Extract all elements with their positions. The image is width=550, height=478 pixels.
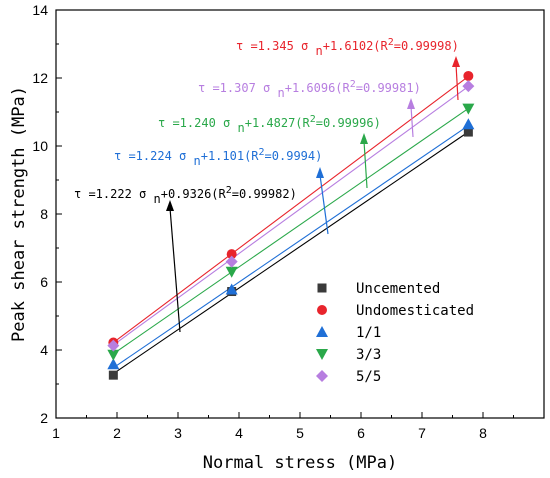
data-point	[317, 283, 327, 293]
equation-label: τ =1.224 σ n+1.101(R2=0.9994)	[114, 147, 322, 168]
y-tick-label: 8	[40, 206, 48, 222]
equation-annotations: τ =1.222 σ n+0.9326(R2=0.99982) τ =1.345 …	[74, 37, 460, 333]
x-tick-label: 2	[113, 425, 121, 441]
x-tick-label: 7	[418, 425, 426, 441]
data-point	[225, 283, 238, 295]
data-point	[108, 370, 118, 380]
legend-label: Undomesticated	[356, 303, 474, 319]
x-tick-label: 5	[296, 425, 304, 441]
data-point	[317, 305, 327, 315]
equation-arrow	[410, 105, 414, 138]
equation-label: τ =1.240 σ n+1.4827(R2=0.99996)	[158, 114, 381, 135]
data-point	[107, 349, 120, 361]
data-markers	[107, 70, 475, 380]
legend: Uncemented Undomesticated 1/1 3/3 5/5	[316, 281, 474, 385]
legend-label: 1/1	[356, 325, 381, 341]
fit-line	[113, 85, 469, 346]
equation-label: τ =1.345 σ n+1.6102(R2=0.99998)	[236, 37, 459, 58]
data-point	[316, 370, 328, 382]
data-point	[462, 118, 475, 130]
equation-arrow	[319, 174, 329, 235]
equation-arrowhead	[407, 98, 415, 109]
fit-line	[113, 131, 469, 375]
y-tick-label: 10	[32, 138, 48, 154]
equation-arrow	[363, 140, 368, 189]
equation-arrow	[169, 207, 181, 333]
equation-arrowhead	[452, 56, 460, 67]
x-tick-label: 4	[235, 425, 243, 441]
data-point	[462, 103, 475, 115]
data-point	[463, 70, 474, 81]
y-tick-label: 2	[40, 410, 48, 426]
equation-arrowhead	[360, 133, 368, 144]
legend-label: Uncemented	[356, 281, 440, 297]
data-point	[107, 339, 120, 352]
data-point	[316, 349, 328, 360]
data-point	[226, 249, 237, 260]
plot-frame	[55, 9, 545, 419]
y-tick-label: 14	[32, 2, 48, 18]
fit-line	[113, 125, 469, 369]
y-tick-label: 4	[40, 342, 48, 358]
legend-label: 3/3	[356, 347, 381, 363]
x-tick-label: 6	[357, 425, 365, 441]
data-point	[107, 358, 120, 370]
equation-arrowhead	[316, 167, 324, 178]
legend-label: 5/5	[356, 369, 381, 385]
x-tick-label: 1	[52, 425, 60, 441]
data-point	[225, 255, 238, 268]
fit-line	[113, 107, 469, 355]
y-axis-label: Peak shear strength (MPa)	[9, 86, 29, 342]
y-tick-label: 6	[40, 274, 48, 290]
x-axis-label: Normal stress (MPa)	[203, 453, 397, 473]
data-point	[225, 266, 238, 278]
equation-label: τ =1.307 σ n+1.6096(R2=0.99981)	[198, 79, 421, 100]
equation-arrowhead	[166, 200, 174, 211]
equation-arrow	[455, 63, 459, 101]
data-point	[316, 326, 328, 337]
fit-lines	[113, 75, 469, 375]
x-tick-label: 3	[174, 425, 182, 441]
fit-line	[113, 75, 469, 343]
data-point	[462, 80, 475, 93]
x-tick-label: 8	[479, 425, 487, 441]
data-point	[463, 127, 473, 137]
y-tick-label: 12	[32, 70, 48, 86]
equation-label: τ =1.222 σ n+0.9326(R2=0.99982)	[74, 185, 297, 206]
